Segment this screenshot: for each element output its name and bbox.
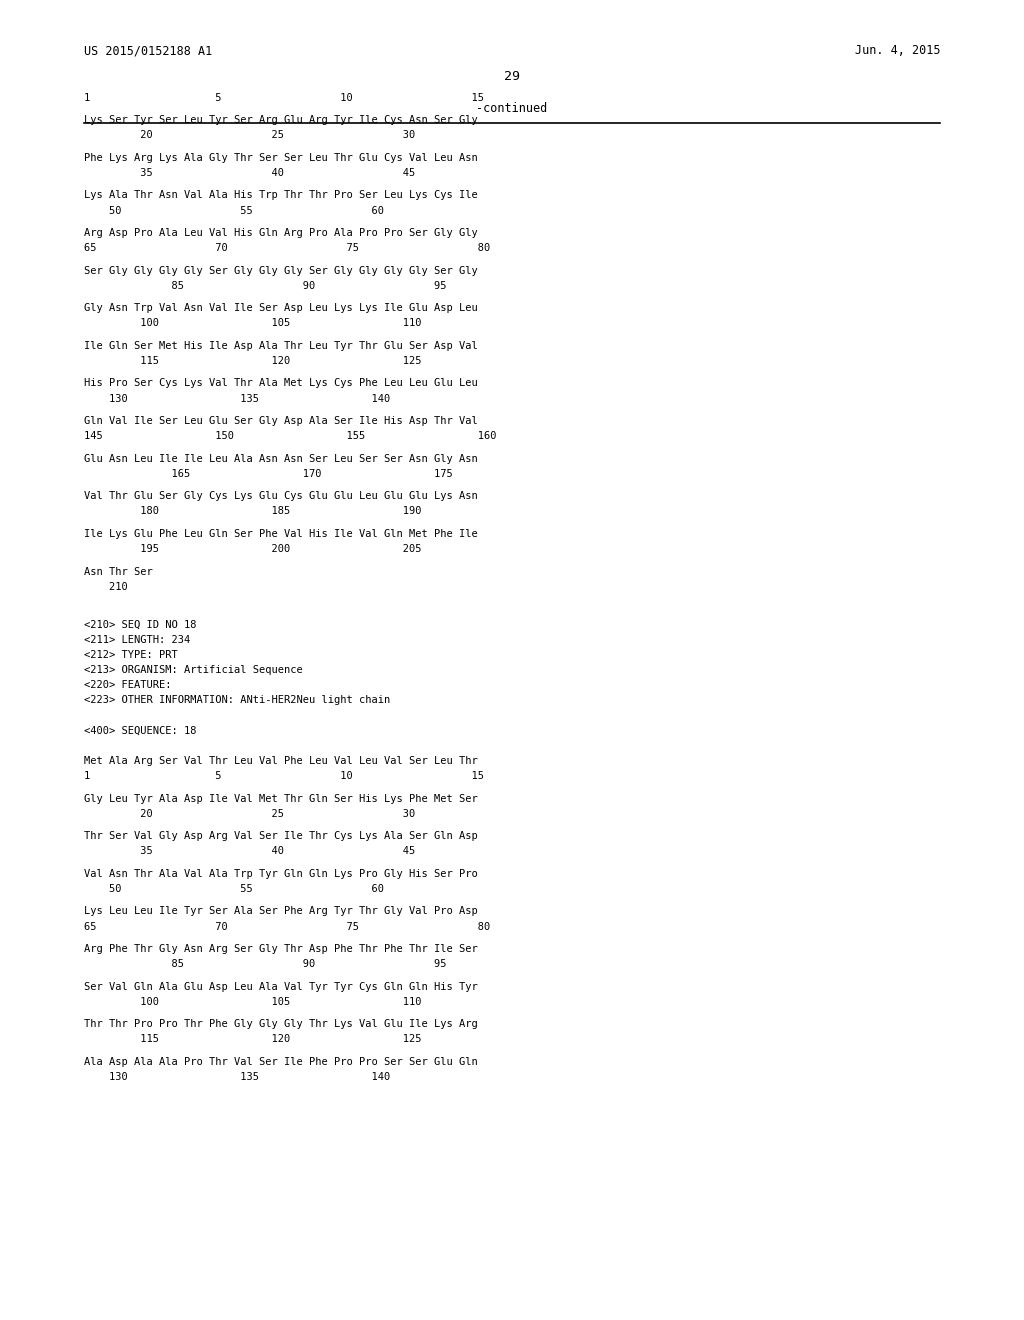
Text: Lys Ser Tyr Ser Leu Tyr Ser Arg Glu Arg Tyr Ile Cys Asn Ser Gly: Lys Ser Tyr Ser Leu Tyr Ser Arg Glu Arg … <box>84 115 478 125</box>
Text: 65                   70                   75                   80: 65 70 75 80 <box>84 243 490 253</box>
Text: 100                  105                  110: 100 105 110 <box>84 997 422 1007</box>
Text: 85                   90                   95: 85 90 95 <box>84 960 446 969</box>
Text: Arg Asp Pro Ala Leu Val His Gln Arg Pro Ala Pro Pro Ser Gly Gly: Arg Asp Pro Ala Leu Val His Gln Arg Pro … <box>84 228 478 238</box>
Text: 165                  170                  175: 165 170 175 <box>84 469 453 479</box>
Text: <220> FEATURE:: <220> FEATURE: <box>84 680 171 690</box>
Text: <400> SEQUENCE: 18: <400> SEQUENCE: 18 <box>84 726 197 735</box>
Text: 100                  105                  110: 100 105 110 <box>84 318 422 329</box>
Text: 85                   90                   95: 85 90 95 <box>84 281 446 290</box>
Text: Gly Leu Tyr Ala Asp Ile Val Met Thr Gln Ser His Lys Phe Met Ser: Gly Leu Tyr Ala Asp Ile Val Met Thr Gln … <box>84 793 478 804</box>
Text: Arg Phe Thr Gly Asn Arg Ser Gly Thr Asp Phe Thr Phe Thr Ile Ser: Arg Phe Thr Gly Asn Arg Ser Gly Thr Asp … <box>84 944 478 954</box>
Text: 145                  150                  155                  160: 145 150 155 160 <box>84 432 497 441</box>
Text: Ile Lys Glu Phe Leu Gln Ser Phe Val His Ile Val Gln Met Phe Ile: Ile Lys Glu Phe Leu Gln Ser Phe Val His … <box>84 529 478 539</box>
Text: Gly Asn Trp Val Asn Val Ile Ser Asp Leu Lys Lys Ile Glu Asp Leu: Gly Asn Trp Val Asn Val Ile Ser Asp Leu … <box>84 304 478 313</box>
Text: Lys Leu Leu Ile Tyr Ser Ala Ser Phe Arg Tyr Thr Gly Val Pro Asp: Lys Leu Leu Ile Tyr Ser Ala Ser Phe Arg … <box>84 907 478 916</box>
Text: Jun. 4, 2015: Jun. 4, 2015 <box>855 45 940 57</box>
Text: -continued: -continued <box>476 103 548 115</box>
Text: Met Ala Arg Ser Val Thr Leu Val Phe Leu Val Leu Val Ser Leu Thr: Met Ala Arg Ser Val Thr Leu Val Phe Leu … <box>84 756 478 766</box>
Text: US 2015/0152188 A1: US 2015/0152188 A1 <box>84 45 212 57</box>
Text: 210: 210 <box>84 582 128 591</box>
Text: 195                  200                  205: 195 200 205 <box>84 544 422 554</box>
Text: Val Thr Glu Ser Gly Cys Lys Glu Cys Glu Glu Leu Glu Glu Lys Asn: Val Thr Glu Ser Gly Cys Lys Glu Cys Glu … <box>84 491 478 502</box>
Text: Phe Lys Arg Lys Ala Gly Thr Ser Ser Leu Thr Glu Cys Val Leu Asn: Phe Lys Arg Lys Ala Gly Thr Ser Ser Leu … <box>84 153 478 162</box>
Text: Glu Asn Leu Ile Ile Leu Ala Asn Asn Ser Leu Ser Ser Asn Gly Asn: Glu Asn Leu Ile Ile Leu Ala Asn Asn Ser … <box>84 454 478 463</box>
Text: Thr Thr Pro Pro Thr Phe Gly Gly Gly Thr Lys Val Glu Ile Lys Arg: Thr Thr Pro Pro Thr Phe Gly Gly Gly Thr … <box>84 1019 478 1030</box>
Text: 115                  120                  125: 115 120 125 <box>84 356 422 366</box>
Text: 130                  135                  140: 130 135 140 <box>84 1072 390 1082</box>
Text: Lys Ala Thr Asn Val Ala His Trp Thr Thr Pro Ser Leu Lys Cys Ile: Lys Ala Thr Asn Val Ala His Trp Thr Thr … <box>84 190 478 201</box>
Text: 20                   25                   30: 20 25 30 <box>84 809 415 818</box>
Text: Ser Gly Gly Gly Gly Ser Gly Gly Gly Ser Gly Gly Gly Gly Ser Gly: Ser Gly Gly Gly Gly Ser Gly Gly Gly Ser … <box>84 265 478 276</box>
Text: 115                  120                  125: 115 120 125 <box>84 1035 422 1044</box>
Text: 29: 29 <box>504 70 520 83</box>
Text: Ser Val Gln Ala Glu Asp Leu Ala Val Tyr Tyr Cys Gln Gln His Tyr: Ser Val Gln Ala Glu Asp Leu Ala Val Tyr … <box>84 982 478 991</box>
Text: 35                   40                   45: 35 40 45 <box>84 846 415 857</box>
Text: 130                  135                  140: 130 135 140 <box>84 393 390 404</box>
Text: 65                   70                   75                   80: 65 70 75 80 <box>84 921 490 932</box>
Text: <210> SEQ ID NO 18: <210> SEQ ID NO 18 <box>84 619 197 630</box>
Text: Gln Val Ile Ser Leu Glu Ser Gly Asp Ala Ser Ile His Asp Thr Val: Gln Val Ile Ser Leu Glu Ser Gly Asp Ala … <box>84 416 478 426</box>
Text: 35                   40                   45: 35 40 45 <box>84 168 415 178</box>
Text: Thr Ser Val Gly Asp Arg Val Ser Ile Thr Cys Lys Ala Ser Gln Asp: Thr Ser Val Gly Asp Arg Val Ser Ile Thr … <box>84 832 478 841</box>
Text: 1                    5                   10                   15: 1 5 10 15 <box>84 92 484 103</box>
Text: 1                    5                   10                   15: 1 5 10 15 <box>84 771 484 781</box>
Text: Ala Asp Ala Ala Pro Thr Val Ser Ile Phe Pro Pro Ser Ser Glu Gln: Ala Asp Ala Ala Pro Thr Val Ser Ile Phe … <box>84 1057 478 1067</box>
Text: 50                   55                   60: 50 55 60 <box>84 206 384 215</box>
Text: <223> OTHER INFORMATION: ANti-HER2Neu light chain: <223> OTHER INFORMATION: ANti-HER2Neu li… <box>84 696 390 705</box>
Text: Val Asn Thr Ala Val Ala Trp Tyr Gln Gln Lys Pro Gly His Ser Pro: Val Asn Thr Ala Val Ala Trp Tyr Gln Gln … <box>84 869 478 879</box>
Text: Ile Gln Ser Met His Ile Asp Ala Thr Leu Tyr Thr Glu Ser Asp Val: Ile Gln Ser Met His Ile Asp Ala Thr Leu … <box>84 341 478 351</box>
Text: <213> ORGANISM: Artificial Sequence: <213> ORGANISM: Artificial Sequence <box>84 665 303 675</box>
Text: 20                   25                   30: 20 25 30 <box>84 131 415 140</box>
Text: 180                  185                  190: 180 185 190 <box>84 507 422 516</box>
Text: Asn Thr Ser: Asn Thr Ser <box>84 566 153 577</box>
Text: <211> LENGTH: 234: <211> LENGTH: 234 <box>84 635 190 644</box>
Text: 50                   55                   60: 50 55 60 <box>84 884 384 894</box>
Text: <212> TYPE: PRT: <212> TYPE: PRT <box>84 649 178 660</box>
Text: His Pro Ser Cys Lys Val Thr Ala Met Lys Cys Phe Leu Leu Glu Leu: His Pro Ser Cys Lys Val Thr Ala Met Lys … <box>84 379 478 388</box>
